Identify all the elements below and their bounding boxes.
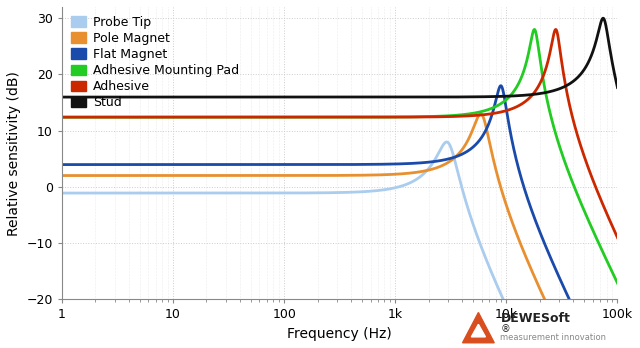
Line: Probe Tip: Probe Tip (62, 142, 618, 311)
Stud (599, 16, 607, 20)
Text: measurement innovation: measurement innovation (500, 333, 607, 342)
Pole Magnet (546, 309, 554, 313)
Stud (271, 95, 279, 99)
Adhesive (58, 115, 66, 119)
Flat Magnet (497, 84, 504, 88)
Line: Flat Magnet: Flat Magnet (62, 86, 618, 311)
Flat Magnet (543, 247, 551, 251)
Adhesive (552, 27, 559, 32)
X-axis label: Frequency (Hz): Frequency (Hz) (287, 327, 392, 341)
Pole Magnet (122, 173, 129, 177)
Stud (603, 28, 611, 32)
Adhesive Mounting Pad (603, 259, 611, 263)
Y-axis label: Relative sensitivity (dB): Relative sensitivity (dB) (7, 71, 21, 236)
Line: Adhesive: Adhesive (62, 30, 618, 238)
Flat Magnet (58, 163, 66, 167)
Stud (58, 95, 66, 99)
Probe Tip (603, 309, 611, 313)
Probe Tip (58, 191, 66, 195)
Pole Magnet (614, 309, 621, 313)
Text: ®: ® (500, 324, 510, 334)
Adhesive (614, 236, 621, 240)
Line: Pole Magnet: Pole Magnet (62, 114, 618, 311)
Adhesive (603, 212, 611, 216)
Adhesive Mounting Pad (531, 27, 538, 32)
Legend: Probe Tip, Pole Magnet, Flat Magnet, Adhesive Mounting Pad, Adhesive, Stud: Probe Tip, Pole Magnet, Flat Magnet, Adh… (67, 12, 243, 113)
Adhesive Mounting Pad (614, 281, 621, 285)
Pole Magnet (154, 173, 162, 177)
Pole Magnet (271, 173, 279, 177)
Adhesive Mounting Pad (271, 115, 279, 119)
Flat Magnet (295, 163, 303, 167)
Text: DEWESoft: DEWESoft (500, 312, 570, 325)
Adhesive Mounting Pad (543, 97, 551, 101)
Probe Tip (271, 191, 279, 195)
Adhesive (295, 115, 303, 119)
Adhesive Mounting Pad (58, 115, 66, 119)
Stud (122, 95, 129, 99)
Flat Magnet (603, 309, 611, 313)
Polygon shape (463, 313, 494, 343)
Stud (154, 95, 162, 99)
Adhesive (122, 115, 129, 119)
Flat Magnet (571, 309, 579, 313)
Probe Tip (543, 309, 551, 313)
Adhesive (271, 115, 279, 119)
Adhesive Mounting Pad (154, 115, 162, 119)
Probe Tip (154, 191, 162, 195)
Adhesive Mounting Pad (295, 115, 303, 119)
Stud (295, 95, 303, 99)
Stud (543, 90, 550, 94)
Adhesive Mounting Pad (122, 115, 129, 119)
Flat Magnet (122, 163, 129, 167)
Adhesive (543, 64, 550, 68)
Polygon shape (471, 324, 486, 337)
Probe Tip (504, 309, 512, 313)
Probe Tip (614, 309, 621, 313)
Flat Magnet (154, 163, 162, 167)
Line: Adhesive Mounting Pad: Adhesive Mounting Pad (62, 30, 618, 283)
Pole Magnet (295, 173, 303, 177)
Pole Magnet (603, 309, 611, 313)
Pole Magnet (477, 112, 484, 116)
Probe Tip (443, 140, 451, 144)
Probe Tip (122, 191, 129, 195)
Pole Magnet (58, 173, 66, 177)
Line: Stud: Stud (62, 18, 618, 97)
Pole Magnet (543, 302, 551, 306)
Flat Magnet (614, 309, 621, 313)
Probe Tip (295, 191, 303, 195)
Stud (614, 85, 621, 89)
Adhesive (154, 115, 162, 119)
Flat Magnet (271, 163, 279, 167)
